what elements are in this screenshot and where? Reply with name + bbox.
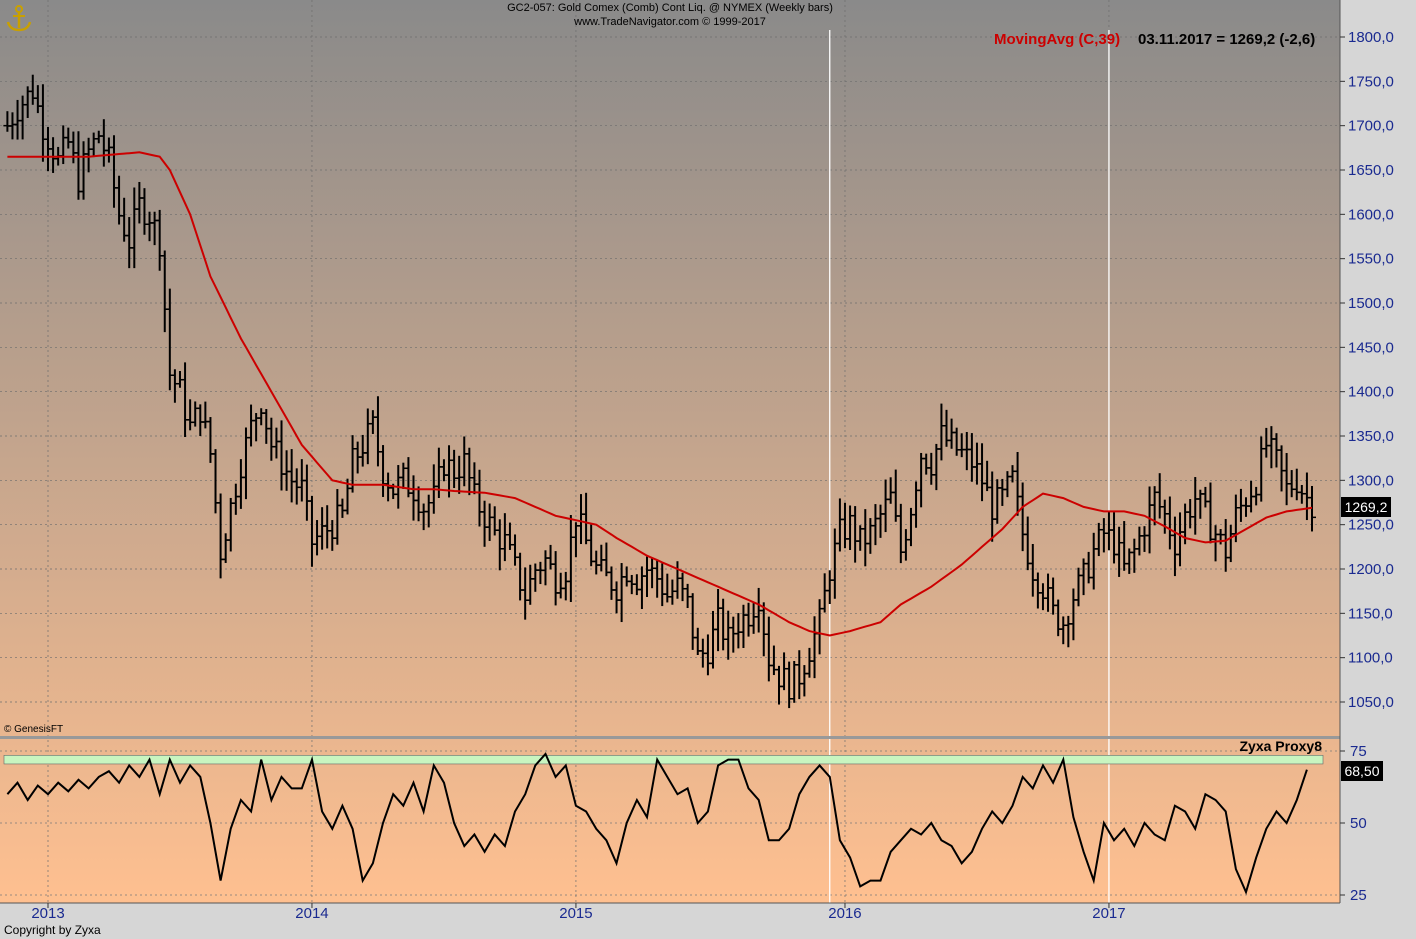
indicator-band (3, 755, 1324, 765)
moving-average-line (7, 151, 1313, 637)
chart-title: GC2-057: Gold Comex (Comb) Cont Liq. @ N… (507, 2, 833, 14)
last-indicator-tag: 68,50 (1341, 761, 1383, 781)
pane-divider (0, 736, 1340, 739)
year-tick-label: 2016 (828, 905, 861, 922)
ma-legend-label: MovingAvg (C,39) (994, 31, 1121, 48)
plot-background (0, 0, 1340, 903)
year-tick-label: 2014 (295, 905, 328, 922)
ma-legend-value: 03.11.2017 = 1269,2 (-2,6) (1138, 31, 1316, 48)
price-tick-label: 1600,0 (1348, 206, 1394, 223)
price-tick-label: 1250,0 (1348, 517, 1394, 534)
indicator-tick-label: 75 (1350, 743, 1367, 760)
year-tick-label: 2013 (31, 905, 64, 922)
chart-subtitle: www.TradeNavigator.com © 1999-2017 (574, 16, 766, 28)
last-price-tag: 1269,2 (1341, 497, 1391, 517)
price-tick-label: 1150,0 (1348, 605, 1393, 622)
indicator-legend-label: Zyxa Proxy8 (1239, 738, 1323, 754)
price-tick-label: 1450,0 (1348, 339, 1394, 356)
price-tick-label: 1400,0 (1348, 384, 1394, 401)
price-tick-label: 1200,0 (1348, 561, 1394, 578)
price-tick-label: 1750,0 (1348, 73, 1394, 90)
copyright-label: Copyright by Zyxa (4, 923, 101, 937)
y-axis-panel (1340, 0, 1416, 939)
price-tick-label: 1500,0 (1348, 295, 1394, 312)
anchor-logo-icon (6, 5, 32, 32)
year-tick-label: 2017 (1092, 905, 1125, 922)
price-tick-label: 1100,0 (1348, 650, 1393, 667)
price-tick-label: 1700,0 (1348, 118, 1394, 135)
price-tick-label: 1550,0 (1348, 251, 1394, 268)
price-tick-label: 1650,0 (1348, 162, 1394, 179)
x-axis-panel (0, 903, 1340, 939)
indicator-line (6, 752, 1308, 896)
source-label: © GenesisFT (4, 724, 64, 735)
price-tick-label: 1350,0 (1348, 428, 1394, 445)
indicator-tick-label: 25 (1350, 887, 1367, 904)
indicator-tick-label: 50 (1350, 815, 1367, 832)
price-tick-label: 1800,0 (1348, 29, 1394, 46)
price-tick-label: 1300,0 (1348, 472, 1394, 489)
year-tick-label: 2015 (559, 905, 592, 922)
price-tick-label: 1050,0 (1348, 694, 1394, 711)
